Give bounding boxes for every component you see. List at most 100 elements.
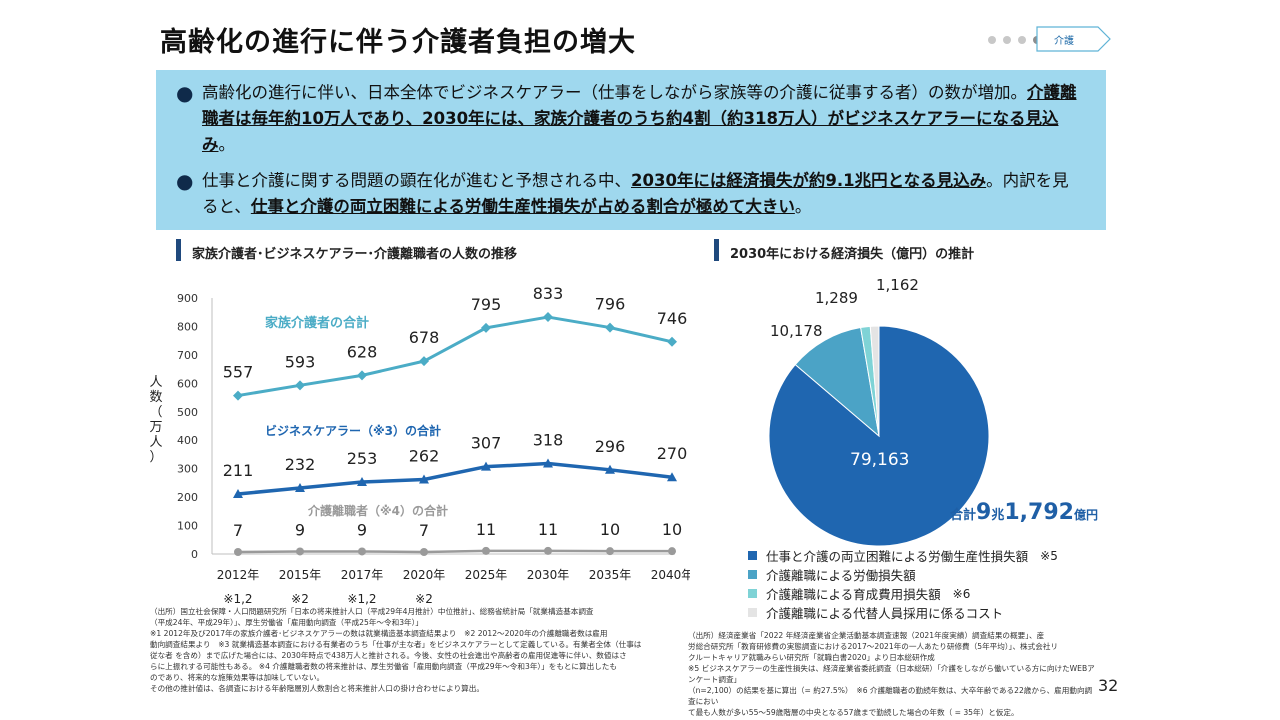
- data-point: [482, 546, 490, 555]
- data-point: [420, 548, 428, 557]
- data-label: 9: [295, 520, 305, 539]
- data-label: 833: [533, 284, 564, 303]
- summary-bullet-2: ● 仕事と介護に関する問題の顕在化が進むと予想される中、2030年には経済損失が…: [176, 168, 1082, 220]
- data-point: [233, 488, 243, 498]
- bullet-plain-text: 。: [794, 197, 812, 216]
- footnote-line: らに上振れする可能性もある。 ※4 介護離職者数の将来推計は、厚生労働省「雇用動…: [150, 662, 617, 671]
- series-line: [237, 315, 673, 398]
- pie-legend: 仕事と介護の両立困難による労働生産性損失額 ※5 介護離職による労働損失額介護離職に…: [748, 546, 1058, 622]
- data-label: 11: [476, 520, 496, 539]
- x-tick-label: 2040年: [651, 568, 690, 582]
- left-footnote: （出所）国立社会保障・人口問題研究所「日本の将来推計人口（平成29年4月推計）中…: [150, 606, 695, 694]
- pie-chart-title: 2030年における経済損失（億円）の推計: [730, 247, 975, 262]
- panel-marker: [714, 239, 719, 261]
- panel-marker: [176, 239, 181, 261]
- legend-note: ※6: [952, 586, 971, 601]
- line-chart: 0 100 200 300 400 500 600 700 800 900 2012年 ※1,2 201…: [149, 284, 690, 606]
- y-axis-label-char: （: [149, 405, 162, 420]
- arrow-tag-icon: [1036, 26, 1111, 52]
- bullet-icon: ●: [176, 169, 194, 193]
- data-label: 9: [357, 520, 367, 539]
- nav-dot: [1003, 36, 1011, 44]
- y-tick-label: 800: [177, 320, 198, 333]
- x-tick-note: ※2: [415, 592, 433, 606]
- pie-value-label: 1,289: [815, 289, 858, 307]
- series-name-label: 介護離職者（※4）の合計: [307, 503, 448, 518]
- data-point: [481, 322, 491, 333]
- y-axis-label: 人数（万人）: [149, 375, 162, 465]
- data-point: [357, 477, 367, 487]
- pie-total-unit: 億円: [1073, 508, 1098, 522]
- footnote-line: （出所）経済産業省「2022 年経済産業省企業活動基本調査速報（2021年度実績…: [688, 631, 1045, 640]
- data-label: 678: [409, 328, 440, 347]
- pie-chart: 79,163 10,178 1,289 1,162: [768, 276, 990, 547]
- data-point: [605, 322, 615, 333]
- pie-total-trillion: 9: [976, 500, 992, 525]
- footnote-line: 労総合研究所「教育研修費の実態調査における2017～2021年の一人あたり研修費…: [688, 642, 1059, 651]
- data-label: 211: [223, 461, 254, 480]
- y-tick-label: 600: [177, 377, 198, 390]
- data-point: [543, 312, 553, 323]
- x-tick-note: ※1,2: [347, 592, 376, 606]
- x-tick-label: 2017年: [341, 568, 384, 582]
- x-tick-note: ※1,2: [223, 592, 252, 606]
- data-label: 10: [600, 520, 620, 539]
- pie-value-label: 10,178: [770, 322, 823, 340]
- footnote-line: のであり、将来的な施策効果等は加味していない。: [150, 673, 325, 682]
- legend-swatch: [748, 551, 757, 560]
- bullet-emphasis-text: 介護離職者は毎年約10万人であり、2030年には、家族介護者のうち約4割（約31…: [202, 83, 1077, 154]
- series-line: [237, 549, 672, 554]
- data-label: 10: [662, 520, 682, 539]
- bullet-plain-text: 。内訳を見ると、: [202, 171, 1069, 216]
- x-tick-note: ※2: [291, 592, 309, 606]
- pie-total-prefix: 合計: [950, 508, 977, 523]
- data-label: 296: [595, 437, 626, 456]
- data-point: [295, 380, 305, 391]
- data-label: 593: [285, 352, 316, 371]
- footnote-line: （平成24年、平成29年）」、厚生労働省「雇用動向調査（平成25年～令和3年）」: [150, 618, 424, 627]
- y-axis-label-char: 人: [149, 435, 162, 450]
- data-label: 7: [419, 521, 429, 540]
- data-point: [419, 356, 429, 367]
- data-label: 11: [538, 520, 558, 539]
- footnote-line: 従な者 を含め）まで広げた場合には、2030年時点で438万人と推計される。今後…: [150, 651, 627, 660]
- legend-swatch: [748, 608, 757, 617]
- pie-slice: [794, 326, 880, 438]
- data-point: [544, 546, 552, 555]
- legend-label: 仕事と介護の両立困難による労働生産性損失額: [766, 549, 1029, 564]
- footnote-line: その他の推計値は、各調査における年齢階層別人数割合と将来推計人口の掛け合わせによ…: [150, 684, 484, 693]
- data-label: 628: [347, 342, 378, 361]
- y-axis-label-char: 数: [149, 390, 162, 405]
- legend-note: ※5: [1040, 548, 1058, 563]
- data-point: [357, 370, 367, 381]
- data-point: [295, 483, 305, 493]
- data-point: [358, 547, 366, 556]
- y-tick-label: 300: [177, 463, 198, 476]
- data-label: 253: [347, 449, 378, 468]
- right-footnote: （出所）経済産業省「2022 年経済産業省企業活動基本調査速報（2021年度実績…: [688, 630, 1098, 718]
- bullet-plain-text: 仕事と介護に関する問題の顕在化が進むと予想される中、: [202, 171, 631, 190]
- x-tick-label: 2015年: [279, 568, 322, 582]
- data-label: 795: [471, 295, 502, 314]
- data-label: 232: [285, 455, 316, 474]
- pie-total: 合計9兆1,792億円: [950, 500, 1098, 525]
- bullet-plain-text: 高齢化の進行に伴い、日本全体でビジネスケアラー（仕事をしながら家族等の介護に従事…: [202, 83, 1027, 102]
- data-point: [481, 461, 491, 471]
- bullet-emphasis-text: 2030年には経済損失が約9.1兆円となる見込み: [631, 171, 987, 190]
- series-name-label: 家族介護者の合計: [265, 315, 369, 331]
- data-label: 270: [657, 444, 688, 463]
- bullet-icon: ●: [176, 81, 194, 105]
- y-tick-label: 700: [177, 349, 198, 362]
- x-tick-label: 2030年: [527, 568, 570, 582]
- legend-label: 介護離職による育成費用損失額: [766, 587, 941, 602]
- section-tag-label: 介護: [1054, 36, 1074, 47]
- nav-dot: [1018, 36, 1026, 44]
- legend-label: 介護離職による労働損失額: [766, 568, 916, 583]
- data-point: [233, 390, 243, 401]
- data-label: 307: [471, 434, 502, 453]
- y-axis-label-char: ）: [149, 450, 162, 465]
- page-number: 32: [1098, 676, 1119, 695]
- y-tick-label: 0: [191, 548, 198, 561]
- legend-swatch: [748, 570, 757, 579]
- bullet-text: 高齢化の進行に伴い、日本全体でビジネスケアラー（仕事をしながら家族等の介護に従事…: [202, 80, 1082, 158]
